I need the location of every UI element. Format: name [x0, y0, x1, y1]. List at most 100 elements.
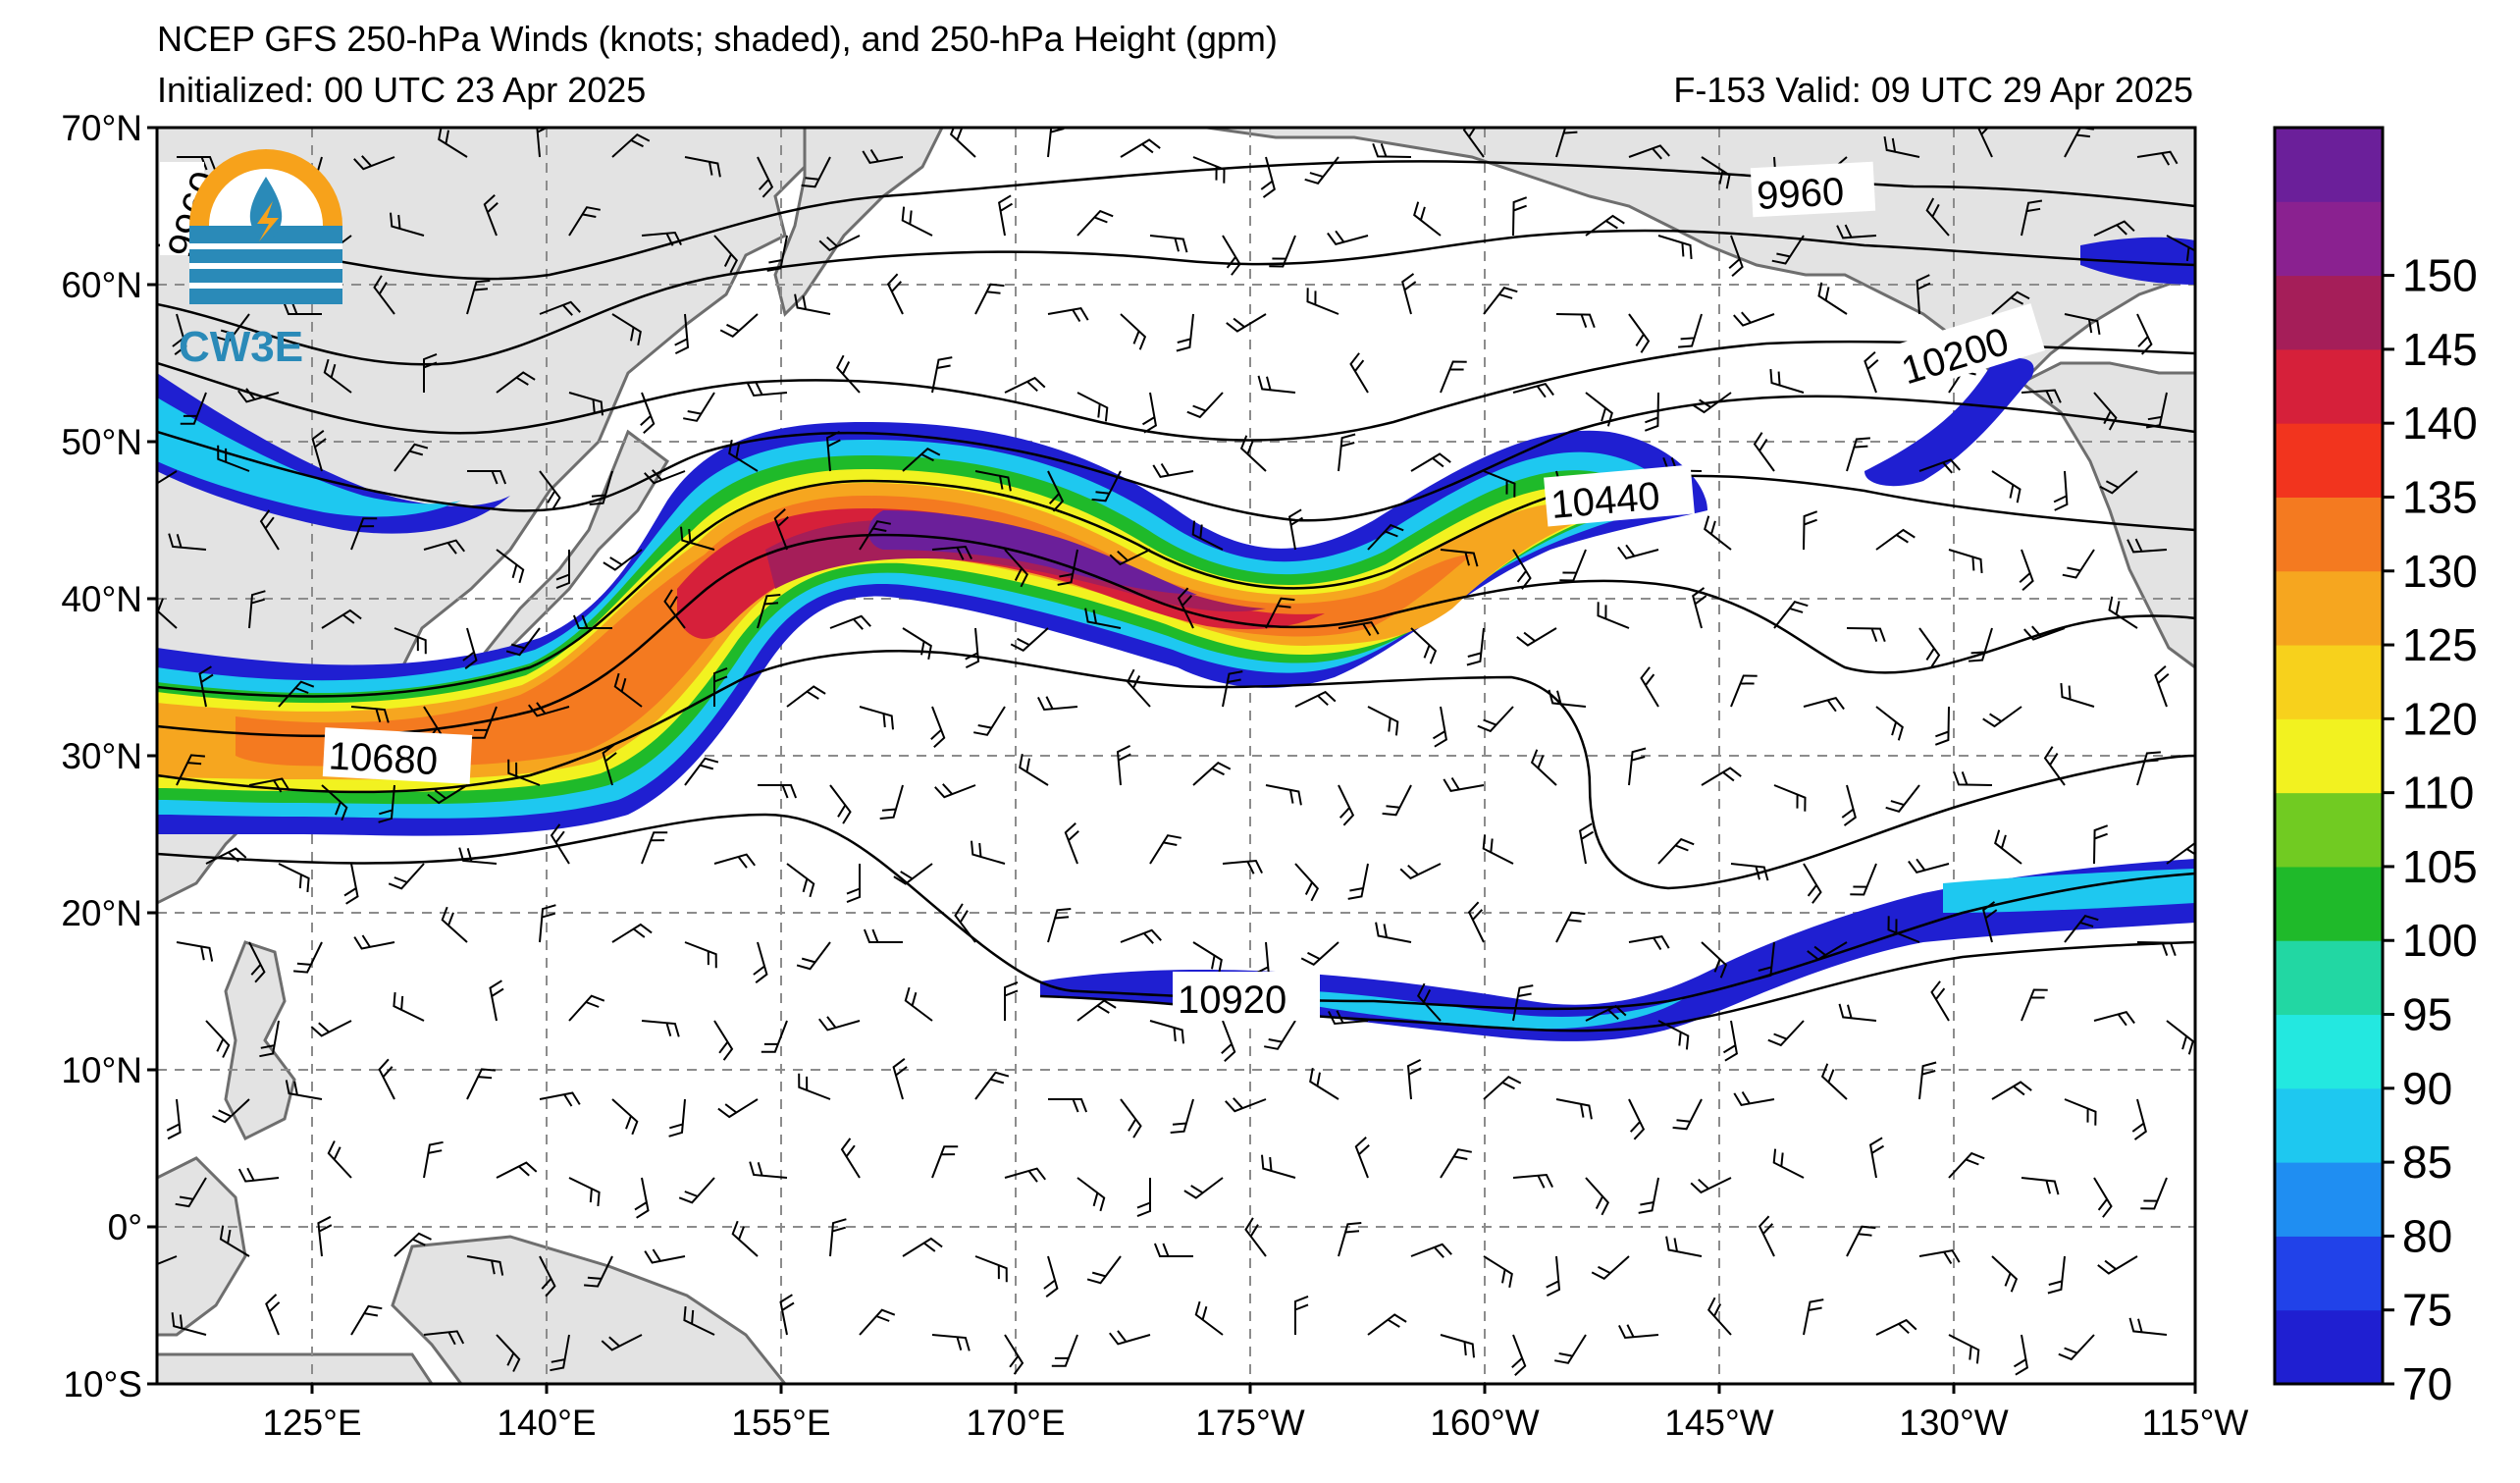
wind-barb — [1883, 135, 1920, 158]
colorbar-swatch — [2275, 1162, 2383, 1237]
colorbar-tick-label: 110 — [2402, 768, 2474, 819]
wind-barb — [1004, 1334, 1024, 1375]
wind-barb — [859, 520, 891, 551]
wind-barb — [1555, 911, 1586, 943]
wind-barb — [766, 235, 788, 272]
lon-label-145w: 145°W — [1664, 1403, 1774, 1443]
wind-barb — [237, 1167, 280, 1183]
colorbar-tick-label: 95 — [2402, 989, 2452, 1040]
wind-barb — [1257, 375, 1296, 394]
lat-label-20n: 20°N — [61, 893, 142, 933]
wind-barb — [2064, 915, 2099, 943]
wind-barb — [350, 706, 390, 723]
wind-barb — [1483, 1255, 1513, 1288]
wind-barb — [555, 550, 570, 590]
initialized-label: Initialized: 00 UTC 23 Apr 2025 — [157, 70, 647, 110]
wind-barb — [757, 594, 781, 629]
wind-barb — [353, 155, 395, 171]
wind-barb — [1875, 1318, 1917, 1336]
wind-barb — [1440, 1148, 1472, 1179]
wind-barb — [1885, 784, 1920, 813]
wind-barb — [589, 470, 613, 505]
wind-barb — [1048, 1098, 1088, 1113]
wind-barb — [1803, 510, 1818, 551]
wind-barb — [1585, 214, 1625, 237]
wind-barb — [1982, 901, 1998, 943]
wind-barb — [1803, 697, 1845, 713]
cw3e-logo: CW3E — [179, 149, 342, 371]
wind-barb — [1294, 863, 1320, 902]
wind-barb — [601, 1334, 643, 1351]
wind-barb — [779, 1294, 795, 1336]
wind-barb — [373, 275, 395, 315]
wind-barb — [1976, 128, 1993, 158]
wind-barb — [668, 1098, 686, 1138]
wind-barb — [634, 1177, 650, 1219]
wind-barb — [1354, 1137, 1370, 1179]
jet-band-130kt — [236, 496, 1472, 768]
wind-barb — [1410, 627, 1438, 664]
colorbar-swatch — [2275, 1236, 2383, 1311]
wind-barb — [1010, 627, 1049, 653]
wind-barb — [259, 1020, 280, 1058]
wind-barb — [1004, 980, 1019, 1021]
wind-barb — [2136, 941, 2177, 957]
colorbar-tick-label: 105 — [2402, 841, 2478, 892]
wind-barb — [1918, 1061, 1937, 1100]
wind-barb — [1170, 1098, 1194, 1134]
wind-barb — [1991, 1255, 2019, 1293]
wind-barb — [886, 273, 904, 315]
colorbar-tick-label: 150 — [2402, 250, 2478, 301]
wind-barb — [1991, 291, 2030, 315]
wind-barb — [974, 283, 1005, 315]
wind-barb — [1051, 1334, 1078, 1367]
wind-barb — [2047, 1255, 2066, 1295]
wind-barb — [1399, 863, 1442, 880]
wind-barb — [1722, 1020, 1739, 1062]
jet-nw-canada-band — [2080, 237, 2195, 285]
wind-barb — [713, 1020, 734, 1061]
wind-barb — [427, 784, 468, 805]
wind-barb — [321, 784, 348, 821]
wind-barb — [2021, 389, 2062, 404]
wind-barb — [394, 627, 427, 655]
logo-text: CW3E — [179, 323, 303, 371]
wind-barb — [1767, 1020, 1805, 1047]
wind-barb — [1375, 922, 1412, 943]
wind-barb — [1294, 1295, 1309, 1335]
wind-barb — [496, 371, 536, 394]
wind-barb — [1084, 608, 1122, 629]
wind-barb — [205, 847, 247, 865]
wind-barb — [1628, 934, 1670, 951]
contour-9960 — [157, 160, 2195, 281]
wind-barb — [1222, 670, 1243, 708]
wind-barb — [1192, 156, 1226, 184]
wind-barb — [1244, 1217, 1267, 1257]
wind-barb — [1512, 196, 1528, 237]
wind-barb — [285, 1080, 323, 1100]
wind-barb — [572, 614, 612, 629]
contour-10440 — [157, 474, 2195, 698]
wind-barb — [1728, 235, 1744, 277]
wind-barb — [1176, 313, 1194, 352]
latitude-labels: 70°N 60°N 50°N 40°N 30°N 20°N 10°N 0° 10… — [61, 108, 142, 1404]
wind-barb — [1887, 916, 1920, 943]
wind-barb — [1908, 858, 1950, 874]
colorbar-swatch — [2275, 275, 2383, 350]
wind-barb — [1807, 941, 1848, 961]
wind-barb — [1338, 1222, 1362, 1257]
wind-barb — [747, 382, 788, 397]
wind-barb — [568, 206, 601, 237]
wind-barb — [2166, 1020, 2194, 1055]
wind-barb — [1347, 863, 1369, 900]
wind-barb — [2093, 220, 2135, 237]
wind-barb — [904, 986, 933, 1022]
wind-barb — [1443, 776, 1485, 793]
wind-barb — [2053, 470, 2069, 511]
wind-barb — [892, 1058, 908, 1100]
wind-barb — [611, 132, 651, 158]
contour-10080 — [157, 229, 2195, 366]
wind-barb — [1116, 745, 1131, 786]
wind-barb — [539, 904, 556, 943]
wind-barb — [1109, 549, 1151, 566]
